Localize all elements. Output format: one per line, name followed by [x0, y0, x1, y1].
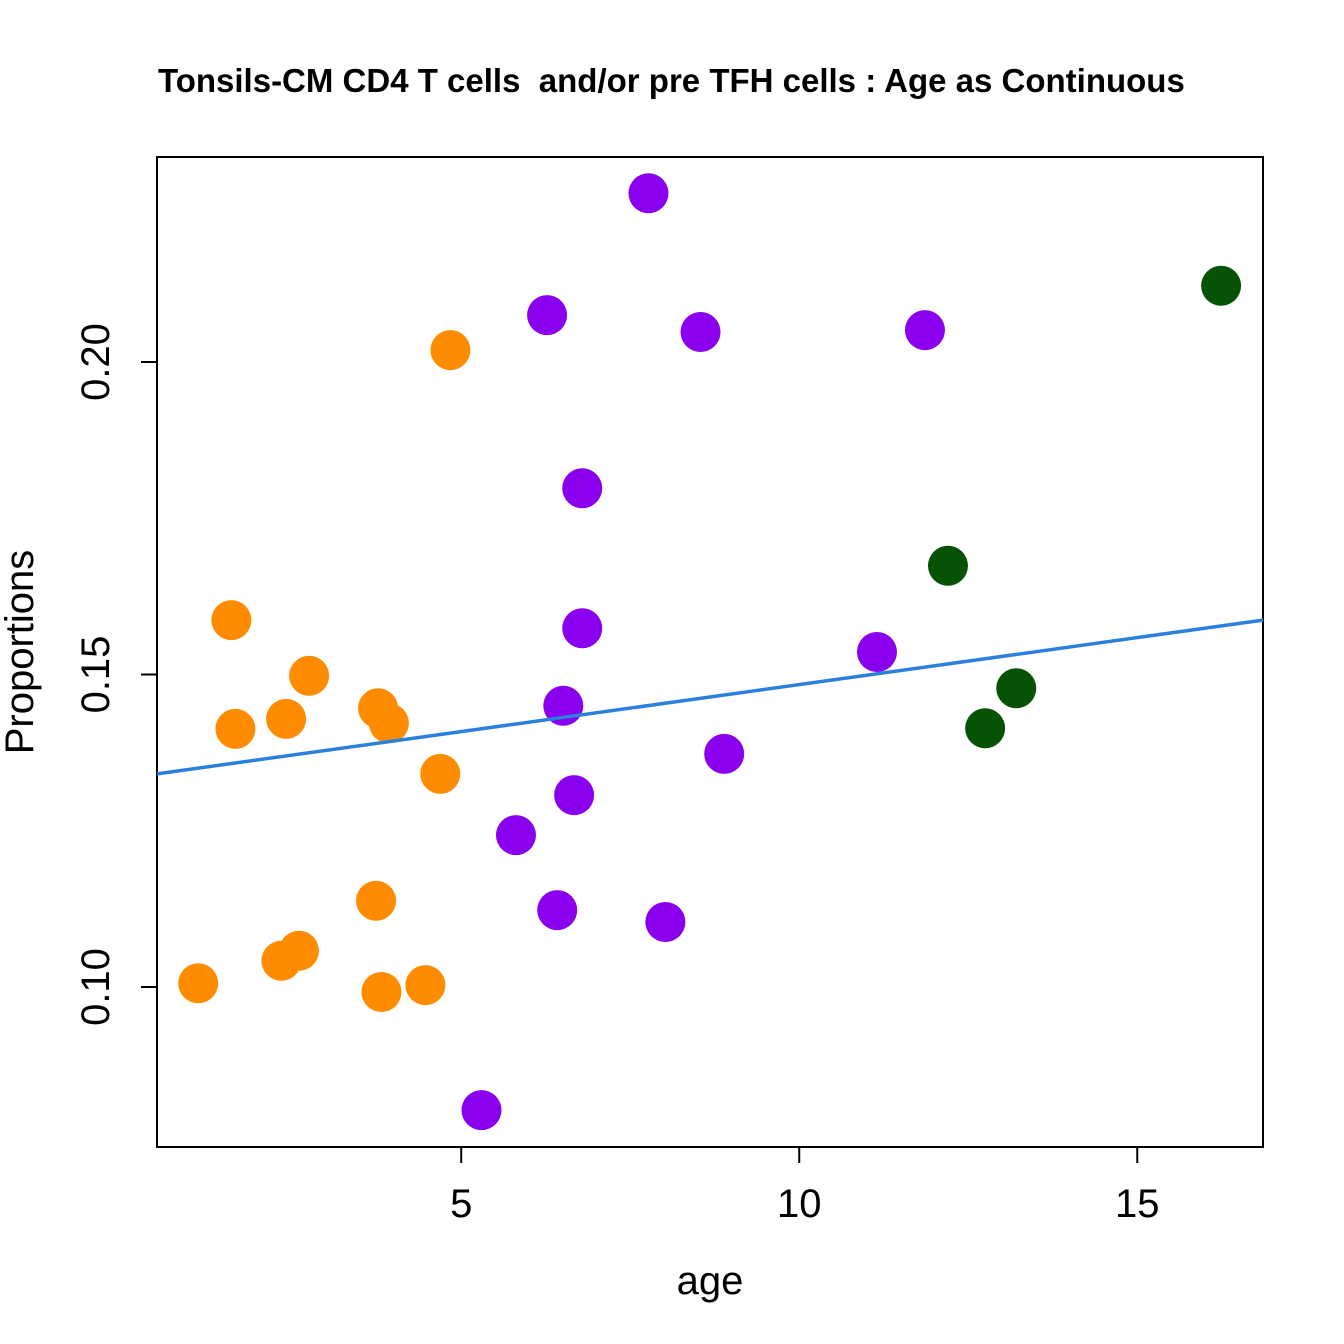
point [461, 1090, 502, 1131]
point [405, 965, 446, 1006]
point [537, 890, 578, 931]
y-tick-label: 0.20 [74, 323, 118, 401]
point [266, 698, 307, 739]
point [178, 963, 219, 1004]
point [996, 668, 1037, 709]
point [278, 930, 319, 971]
point [562, 608, 603, 649]
y-axis-label: Proportions [0, 550, 42, 755]
point [645, 902, 686, 942]
point [420, 753, 461, 794]
point [704, 733, 745, 774]
point [904, 310, 945, 351]
chart-title: Tonsils-CM CD4 T cells and/or pre TFH ce… [158, 62, 1185, 99]
point [628, 173, 669, 214]
point [554, 775, 595, 816]
point [1201, 265, 1242, 306]
point [680, 312, 721, 352]
x-tick-label: 5 [450, 1182, 472, 1226]
point [211, 600, 252, 641]
point [965, 708, 1006, 749]
point [495, 815, 536, 856]
fit-line [156, 618, 1264, 776]
point [215, 708, 256, 749]
y-tick-label: 0.15 [74, 636, 118, 714]
point [856, 632, 897, 672]
x-axis-label: age [677, 1259, 744, 1303]
point [430, 330, 471, 371]
y-tick-label: 0.10 [74, 948, 118, 1026]
plot-frame [156, 156, 1264, 1148]
x-tick-label: 10 [777, 1182, 822, 1226]
point [527, 295, 568, 336]
point [361, 972, 402, 1012]
point [562, 468, 603, 509]
point [927, 545, 968, 586]
point [289, 655, 330, 696]
x-tick-label: 15 [1115, 1182, 1160, 1226]
point [356, 880, 397, 921]
point [368, 703, 409, 744]
